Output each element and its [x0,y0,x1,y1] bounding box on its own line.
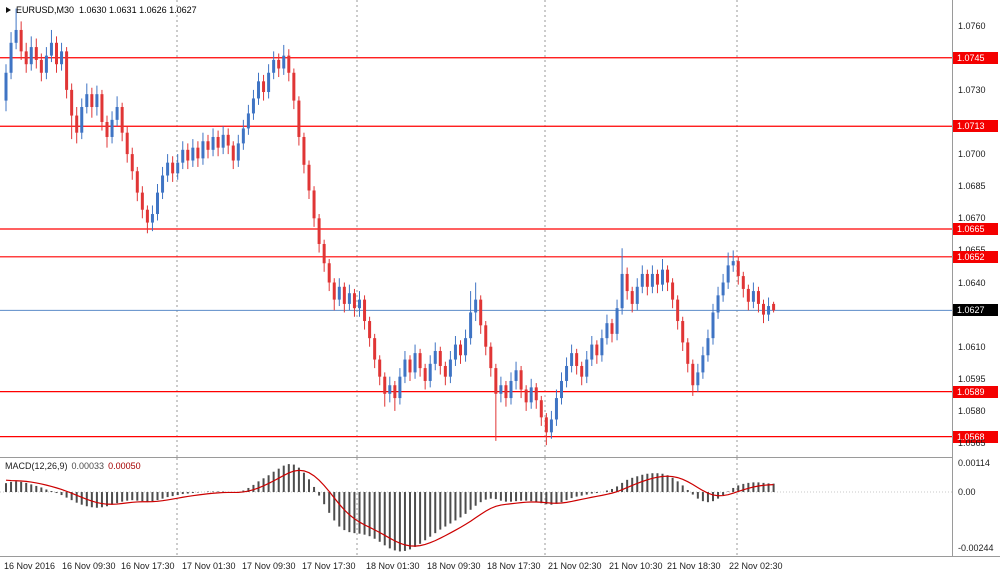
macd-signal-line [5,469,774,547]
time-axis[interactable]: 16 Nov 2016 16 Nov 09:30 16 Nov 17:30 17 No… [0,557,1000,580]
time-tick-label: 18 Nov 01:30 [366,561,420,571]
price-level-badge: 1.0568 [953,430,998,443]
panel-separator[interactable] [0,457,1000,458]
time-axis-separator [0,556,1000,557]
price-tick-label: 1.0670 [958,213,986,224]
time-tick-label: 16 Nov 2016 [4,561,56,571]
time-tick-label: 21 Nov 10:30 [609,561,663,571]
price-level-badge: 1.0713 [953,120,998,133]
time-tick-label: 18 Nov 17:30 [487,561,541,571]
price-tick-label: 1.0730 [958,84,986,95]
macd-main-value: 0.00033 [71,461,105,471]
ohlc-quote-label: 1.0630 1.0631 1.0626 1.0627 [79,5,197,15]
price-tick-label: 1.0595 [958,373,986,384]
time-tick-label: 21 Nov 02:30 [548,561,602,571]
price-tick-label: 1.0580 [958,405,986,416]
macd-indicator-label: MACD(12,26,9) 0.00033 0.00050 [5,461,145,471]
time-tick-label: 21 Nov 18:30 [667,561,721,571]
price-level-badge: 1.0665 [953,223,998,235]
macd-panel[interactable] [0,458,952,556]
price-tick-label: 1.0565 [958,438,986,449]
time-tick-label: 16 Nov 09:30 [62,561,116,571]
macd-tick-label: 0.00114 [958,458,990,469]
macd-tick-label: -0.00244 [958,543,994,553]
macd-name: MACD(12,26,9) [5,461,68,471]
symbol-timeframe-label: EURUSD,M30 [16,5,75,15]
macd-histogram [5,464,775,552]
candles-layer [4,8,776,446]
price-level-badge: 1.0652 [953,250,998,263]
time-tick-label: 17 Nov 09:30 [242,561,296,571]
price-level-badge: 1.0589 [953,385,998,398]
time-tick-label: 16 Nov 17:30 [121,561,175,571]
time-tick-label: 17 Nov 17:30 [302,561,356,571]
macd-tick-label: 0.00 [958,487,976,498]
price-axis-separator [952,0,953,556]
macd-signal-value: 0.00050 [108,461,141,471]
chart-symbol-icon [6,7,11,13]
price-level-badge: 1.0745 [953,51,998,64]
price-axis[interactable]: 1.0760 1.0745 1.0730 1.0713 1.0700 1.0685 1.06… [953,0,1000,556]
price-tick-label: 1.0700 [958,149,986,160]
time-tick-label: 17 Nov 01:30 [182,561,236,571]
price-level-badge: 1.0627 [953,304,998,317]
time-tick-label: 22 Nov 02:30 [729,561,783,571]
price-tick-label: 1.0640 [958,277,986,288]
price-tick-label: 1.0610 [958,341,986,352]
price-tick-label: 1.0760 [958,20,986,31]
price-tick-label: 1.0655 [953,244,1000,256]
price-tick-label: 1.0685 [958,181,986,192]
time-tick-label: 18 Nov 09:30 [427,561,481,571]
price-chart[interactable] [0,0,952,458]
chart-title: EURUSD,M30 1.0630 1.0631 1.0626 1.0627 [6,5,197,15]
